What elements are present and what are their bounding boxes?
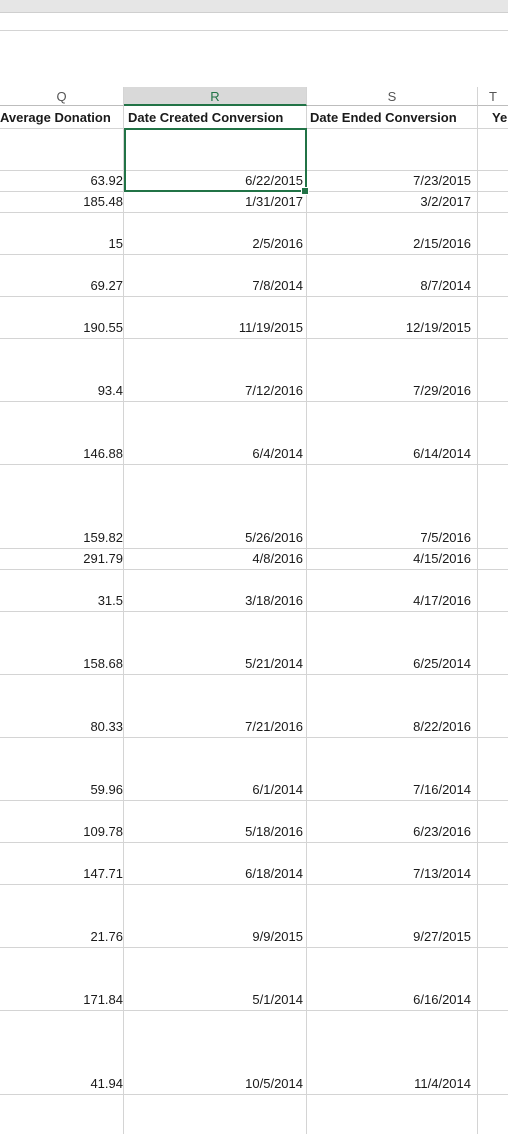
cell-average-donation[interactable]: 185.48 xyxy=(83,194,123,209)
table-row: 80.33 7/21/2016 8/22/2016 xyxy=(0,675,508,738)
cell-date-created[interactable]: 10/5/2014 xyxy=(245,1076,303,1091)
cell-date-created[interactable]: 6/4/2014 xyxy=(252,446,303,461)
column-header-s[interactable]: S xyxy=(307,87,478,106)
table-row: 109.78 5/18/2016 6/23/2016 xyxy=(0,801,508,843)
cell-average-donation[interactable]: 171.84 xyxy=(83,992,123,1007)
cell-date-created[interactable]: 2/5/2016 xyxy=(252,236,303,251)
cell-average-donation[interactable]: 63.92 xyxy=(90,173,123,188)
cell-date-ended[interactable]: 8/22/2016 xyxy=(413,719,471,734)
table-row xyxy=(0,129,508,171)
table-row: 69.27 7/8/2014 8/7/2014 xyxy=(0,255,508,297)
cell-date-created[interactable]: 4/8/2016 xyxy=(252,551,303,566)
selected-cell[interactable] xyxy=(124,128,307,192)
cell-date-created[interactable]: 5/21/2014 xyxy=(245,656,303,671)
cell-average-donation[interactable]: 159.82 xyxy=(83,530,123,545)
cell-average-donation[interactable]: 109.78 xyxy=(83,824,123,839)
cell-date-ended[interactable]: 7/23/2015 xyxy=(413,173,471,188)
cell-average-donation[interactable]: 15 xyxy=(108,236,123,251)
cell-date-ended[interactable]: 2/15/2016 xyxy=(413,236,471,251)
cell-average-donation[interactable]: 146.88 xyxy=(83,446,123,461)
cell-date-ended[interactable]: 6/16/2014 xyxy=(413,992,471,1007)
gridline xyxy=(477,129,478,1134)
cell-average-donation[interactable]: 291.79 xyxy=(83,551,123,566)
cell-date-ended[interactable]: 6/23/2016 xyxy=(413,824,471,839)
cell-date-ended[interactable]: 6/25/2014 xyxy=(413,656,471,671)
table-row: 31.5 3/18/2016 4/17/2016 xyxy=(0,570,508,612)
table-row: 190.55 11/19/2015 12/19/2015 xyxy=(0,297,508,339)
cell-date-created[interactable]: 5/26/2016 xyxy=(245,530,303,545)
cell-date-created[interactable]: 6/1/2014 xyxy=(252,782,303,797)
table-row: 41.94 10/5/2014 11/4/2014 xyxy=(0,1011,508,1095)
cell-date-created[interactable]: 7/8/2014 xyxy=(252,278,303,293)
cell-average-donation[interactable]: 93.4 xyxy=(97,383,123,398)
sheet-top-spacer xyxy=(0,31,508,87)
header-date-created-conversion[interactable]: Date Created Conversion xyxy=(124,106,307,129)
table-row: 291.79 4/8/2016 4/15/2016 xyxy=(0,549,508,570)
column-header-t[interactable]: T xyxy=(478,87,508,106)
cell-date-created[interactable]: 5/1/2014 xyxy=(252,992,303,1007)
cell-date-ended[interactable]: 9/27/2015 xyxy=(413,929,471,944)
table-row: 59.96 6/1/2014 7/16/2014 xyxy=(0,738,508,801)
cell-date-created[interactable]: 1/31/2017 xyxy=(245,194,303,209)
cell-date-created[interactable]: 7/12/2016 xyxy=(245,383,303,398)
column-header-r[interactable]: R xyxy=(124,87,307,106)
table-row: 63.92 6/22/2015 7/23/2015 xyxy=(0,171,508,192)
gridline xyxy=(123,129,124,1134)
cell-date-ended[interactable]: 4/15/2016 xyxy=(413,551,471,566)
table-row: 21.76 9/9/2015 9/27/2015 xyxy=(0,885,508,948)
cell-date-ended[interactable]: 4/17/2016 xyxy=(413,593,471,608)
cell-date-ended[interactable]: 12/19/2015 xyxy=(405,320,471,335)
cell-date-created[interactable]: 6/18/2014 xyxy=(245,866,303,881)
cell-average-donation[interactable]: 69.27 xyxy=(90,278,123,293)
cell-average-donation[interactable]: 21.76 xyxy=(90,929,123,944)
cell-average-donation[interactable]: 190.55 xyxy=(83,320,123,335)
cell-date-created[interactable]: 3/18/2016 xyxy=(245,593,303,608)
table-row: 159.82 5/26/2016 7/5/2016 xyxy=(0,465,508,549)
cell-date-created[interactable]: 11/19/2015 xyxy=(238,320,303,335)
cell-date-ended[interactable]: 11/4/2014 xyxy=(414,1076,471,1091)
formula-bar[interactable] xyxy=(0,13,508,31)
header-column-t-partial[interactable]: Ye xyxy=(478,106,508,129)
table-row: 15 2/5/2016 2/15/2016 xyxy=(0,213,508,255)
header-average-donation[interactable]: Average Donation xyxy=(0,106,124,129)
cell-date-ended[interactable]: 6/14/2014 xyxy=(413,446,471,461)
cell-date-created[interactable]: 9/9/2015 xyxy=(252,929,303,944)
table-row: 171.84 5/1/2014 6/16/2014 xyxy=(0,948,508,1011)
cell-average-donation[interactable]: 147.71 xyxy=(83,866,123,881)
cell-date-ended[interactable]: 8/7/2014 xyxy=(420,278,471,293)
cell-date-ended[interactable]: 7/16/2014 xyxy=(413,782,471,797)
cell-date-ended[interactable]: 7/29/2016 xyxy=(413,383,471,398)
gridline xyxy=(306,129,307,1134)
header-date-ended-conversion[interactable]: Date Ended Conversion xyxy=(307,106,478,129)
cell-date-created[interactable]: 5/18/2016 xyxy=(245,824,303,839)
table-row: 146.88 6/4/2014 6/14/2014 xyxy=(0,402,508,465)
table-row: 158.68 5/21/2014 6/25/2014 xyxy=(0,612,508,675)
table-row: 93.4 7/12/2016 7/29/2016 xyxy=(0,339,508,402)
cell-date-ended[interactable]: 7/5/2016 xyxy=(420,530,471,545)
cell-date-created[interactable]: 7/21/2016 xyxy=(245,719,303,734)
column-header-q[interactable]: Q xyxy=(0,87,124,106)
cell-average-donation[interactable]: 41.94 xyxy=(90,1076,123,1091)
fill-handle[interactable] xyxy=(301,187,309,195)
ribbon-strip xyxy=(0,0,508,13)
cell-average-donation[interactable]: 31.5 xyxy=(97,593,123,608)
cell-average-donation[interactable]: 80.33 xyxy=(90,719,123,734)
table-row: 147.71 6/18/2014 7/13/2014 xyxy=(0,843,508,885)
cell-date-ended[interactable]: 7/13/2014 xyxy=(413,866,471,881)
cell-average-donation[interactable]: 59.96 xyxy=(90,782,123,797)
cell-date-ended[interactable]: 3/2/2017 xyxy=(420,194,471,209)
cell-average-donation[interactable]: 158.68 xyxy=(83,656,123,671)
table-row: 185.48 1/31/2017 3/2/2017 xyxy=(0,192,508,213)
cell-date-created[interactable]: 6/22/2015 xyxy=(245,173,303,188)
